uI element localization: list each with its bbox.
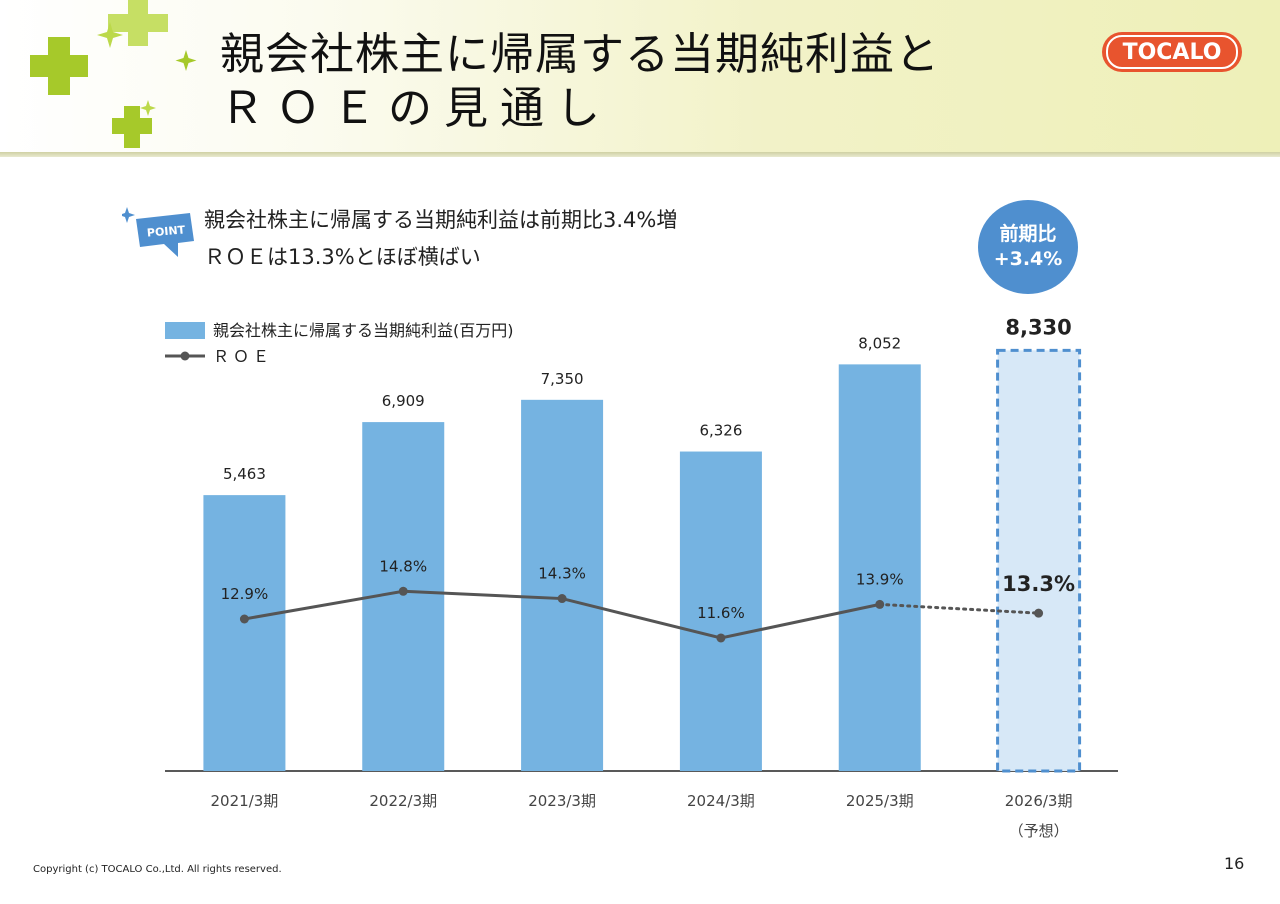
legend-bar-label: 親会社株主に帰属する当期純利益(百万円): [213, 321, 514, 340]
page-title-line1: 親会社株主に帰属する当期純利益と: [220, 29, 940, 80]
bar-value-label-forecast: 8,330: [1005, 315, 1071, 339]
bar: [679, 451, 762, 771]
header-divider: [0, 152, 1280, 157]
roe-point: [1034, 608, 1044, 618]
yoy-badge-label: 前期比: [999, 223, 1057, 245]
point-line-1: 親会社株主に帰属する当期純利益は前期比3.4%増: [204, 208, 678, 232]
bar-value-label: 6,909: [382, 392, 425, 410]
bar-forecast: [996, 348, 1082, 773]
x-tick-label: 2021/3期: [211, 792, 279, 810]
roe-point: [716, 633, 726, 643]
bar-value-label: 5,463: [223, 465, 266, 483]
tocalo-logo: TOCALO: [1102, 32, 1242, 72]
point-line-2: ＲＯＥは13.3%とほぼ横ばい: [204, 245, 481, 269]
logo-text: TOCALO: [1106, 35, 1238, 69]
x-tick-label: 2024/3期: [687, 792, 755, 810]
yoy-change-badge: 前期比 +3.4%: [978, 200, 1078, 294]
legend-line-marker: [180, 351, 190, 361]
bar: [521, 399, 604, 771]
roe-line-forecast: [878, 602, 1041, 615]
roe-point: [557, 594, 567, 604]
sparkle-icon: [122, 207, 135, 223]
bar-value-label: 8,052: [858, 334, 901, 352]
x-tick-label: 2022/3期: [369, 792, 437, 810]
roe-value-label: 13.9%: [856, 570, 904, 588]
roe-value-label: 14.8%: [379, 557, 427, 575]
x-tick-sublabel: （予想）: [1009, 822, 1069, 840]
point-summary: 親会社株主に帰属する当期純利益は前期比3.4%増 ＲＯＥは13.3%とほぼ横ばい: [204, 202, 677, 276]
sparkle-decoration-icon: [30, 0, 197, 148]
roe-point: [239, 614, 249, 624]
roe-point: [875, 599, 885, 609]
legend-bar-swatch: [165, 322, 205, 339]
point-badge: POINT: [122, 207, 194, 257]
page-title: 親会社株主に帰属する当期純利益と ＲＯＥの見通し: [220, 28, 940, 136]
page-number: 16: [1224, 854, 1245, 873]
legend-line-label: ＲＯＥ: [213, 347, 273, 366]
bar-value-label: 6,326: [699, 422, 742, 440]
bar-value-label: 7,350: [541, 370, 584, 388]
roe-value-label: 14.3%: [538, 565, 586, 583]
header-band: 親会社株主に帰属する当期純利益と ＲＯＥの見通し TOCALO: [0, 0, 1280, 156]
point-badge-label: POINT: [146, 223, 186, 239]
roe-value-label: 11.6%: [697, 604, 745, 622]
roe-point: [398, 586, 408, 596]
speech-bubble-icon: [136, 213, 194, 257]
page-title-line2: ＲＯＥの見通し: [220, 83, 612, 134]
roe-value-label-forecast: 13.3%: [1002, 572, 1075, 596]
yoy-badge-value: +3.4%: [993, 248, 1063, 270]
x-tick-label: 2023/3期: [528, 792, 596, 810]
copyright-text: Copyright (c) TOCALO Co.,Ltd. All rights…: [33, 864, 282, 875]
x-tick-label: 2026/3期: [1005, 792, 1073, 810]
roe-value-label: 12.9%: [221, 585, 269, 603]
bar: [203, 495, 286, 771]
bar: [838, 364, 921, 771]
x-tick-label: 2025/3期: [846, 792, 914, 810]
